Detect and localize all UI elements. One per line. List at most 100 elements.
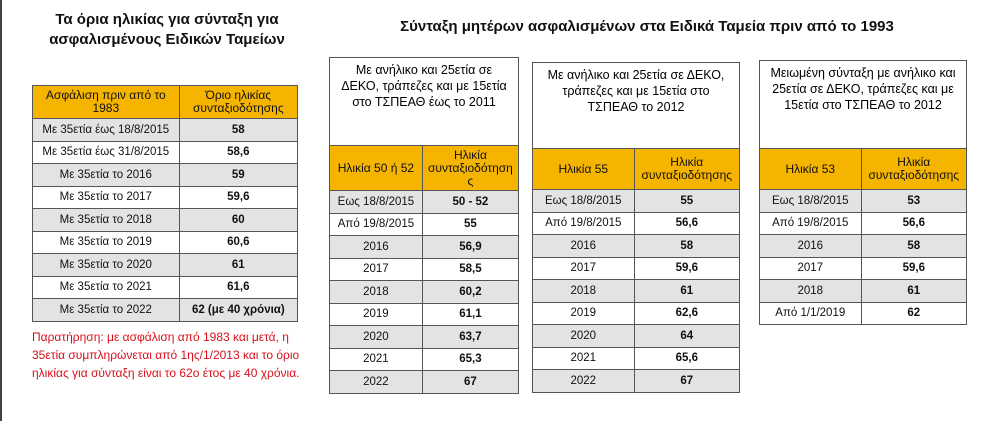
label-cell: 2016 bbox=[329, 235, 423, 259]
label-cell: 2018 bbox=[532, 279, 635, 303]
value-cell: 58 bbox=[860, 234, 968, 258]
value-cell: 56,6 bbox=[633, 211, 741, 235]
table-row: 2021 65,3 bbox=[329, 347, 520, 371]
header-row: Ηλικία 55 Ηλικία συνταξιοδότησης bbox=[532, 148, 741, 190]
header-cell: Όριο ηλικίας συνταξιοδότησης bbox=[178, 85, 299, 119]
table-row: Εως 18/8/2015 50 - 52 bbox=[329, 190, 520, 214]
value-cell: 61 bbox=[178, 253, 299, 277]
label-cell: 2020 bbox=[329, 325, 423, 349]
header-row: Ηλικία 50 ή 52 Ηλικία συνταξιοδότησης bbox=[329, 145, 520, 191]
data-table: Ηλικία 55 Ηλικία συνταξιοδότησης Εως 18/8/… bbox=[532, 148, 741, 393]
table-row: Με 35ετία το 2017 59,6 bbox=[32, 185, 299, 209]
table-row: Με 35ετία έως 18/8/2015 58 bbox=[32, 118, 299, 142]
label-cell: Εως 18/8/2015 bbox=[759, 189, 862, 213]
note: Παρατήρηση: με ασφάλιση από 1983 και μετ… bbox=[32, 330, 300, 380]
value-cell: 65,3 bbox=[421, 347, 520, 371]
value-cell: 62,6 bbox=[633, 301, 741, 325]
value-cell: 58 bbox=[633, 234, 741, 258]
label-cell: Από 1/1/2019 bbox=[759, 301, 862, 325]
value-cell: 59,6 bbox=[860, 256, 968, 280]
table-row: 2019 62,6 bbox=[532, 301, 741, 325]
label-cell: Με 35ετία το 2022 bbox=[32, 298, 180, 322]
label-cell: 2019 bbox=[329, 302, 423, 326]
value-cell: 61 bbox=[633, 279, 741, 303]
value-cell: 56,6 bbox=[860, 211, 968, 235]
table-row: Από 19/8/2015 55 bbox=[329, 212, 520, 236]
value-cell: 59,6 bbox=[178, 185, 299, 209]
label-cell: Με 35ετία έως 18/8/2015 bbox=[32, 118, 180, 142]
value-cell: 60 bbox=[178, 208, 299, 232]
value-cell: 58 bbox=[178, 118, 299, 142]
value-cell: 58,6 bbox=[178, 140, 299, 164]
label-cell: 2021 bbox=[329, 347, 423, 371]
value-cell: 58,5 bbox=[421, 257, 520, 281]
table-row: Από 19/8/2015 56,6 bbox=[759, 211, 968, 235]
label-cell: Με 35ετία το 2017 bbox=[32, 185, 180, 209]
value-cell: 59,6 bbox=[633, 256, 741, 280]
label-cell: Από 19/8/2015 bbox=[759, 211, 862, 235]
value-cell: 61,6 bbox=[178, 275, 299, 299]
table-row: Από 19/8/2015 56,6 bbox=[532, 211, 741, 235]
header-row: Ασφάλιση πριν από το 1983 Όριο ηλικίας συ… bbox=[32, 85, 299, 119]
table-row: 2016 58 bbox=[759, 234, 968, 258]
value-cell: 53 bbox=[860, 189, 968, 213]
value-cell: 62 (με 40 χρόνια) bbox=[178, 298, 299, 322]
data-table: Ηλικία 50 ή 52 Ηλικία συνταξιοδότησης Εως … bbox=[329, 145, 520, 394]
data-table: Ασφάλιση πριν από το 1983 Όριο ηλικίας συ… bbox=[32, 85, 299, 322]
value-cell: 60,6 bbox=[178, 230, 299, 254]
table-row: 2022 67 bbox=[329, 370, 520, 394]
table-row: 2018 61 bbox=[759, 279, 968, 303]
table-row: Από 1/1/2019 62 bbox=[759, 301, 968, 325]
table-row: Εως 18/8/2015 53 bbox=[759, 189, 968, 213]
table-row: 2020 63,7 bbox=[329, 325, 520, 349]
right-title: Σύνταξη μητέρων ασφαλισμένων στα Ειδικά … bbox=[400, 18, 894, 35]
value-cell: 67 bbox=[633, 369, 741, 393]
table-row: Με 35ετία έως 31/8/2015 58,6 bbox=[32, 140, 299, 164]
label-cell: 2022 bbox=[532, 369, 635, 393]
table-row: 2017 59,6 bbox=[759, 256, 968, 280]
label-cell: 2020 bbox=[532, 324, 635, 348]
table-row: Εως 18/8/2015 55 bbox=[532, 189, 741, 213]
table-row: Με 35ετία το 2021 61,6 bbox=[32, 275, 299, 299]
label-cell: Από 19/8/2015 bbox=[329, 212, 423, 236]
label-cell: Εως 18/8/2015 bbox=[532, 189, 635, 213]
right-table-wrap: Μειωμένη σύνταξη με ανήλικο και 25ετία σ… bbox=[759, 60, 968, 325]
label-cell: Με 35ετία έως 31/8/2015 bbox=[32, 140, 180, 164]
table-caption: Με ανήλικο και 25ετία σε ΔΕΚΟ, τράπεζες … bbox=[329, 57, 519, 145]
data-table: Ηλικία 53 Ηλικία συνταξιοδότησης Εως 18/8/… bbox=[759, 148, 968, 325]
right-table-wrap: Με ανήλικο και 25ετία σε ΔΕΚΟ, τράπεζες … bbox=[532, 62, 741, 393]
value-cell: 50 - 52 bbox=[421, 190, 520, 214]
header-cell: Ηλικία συνταξιοδότησης bbox=[860, 148, 968, 190]
value-cell: 67 bbox=[421, 370, 520, 394]
table-caption: Μειωμένη σύνταξη με ανήλικο και 25ετία σ… bbox=[759, 60, 967, 148]
table-row: 2019 61,1 bbox=[329, 302, 520, 326]
table-row: 2022 67 bbox=[532, 369, 741, 393]
label-cell: 2017 bbox=[329, 257, 423, 281]
value-cell: 60,2 bbox=[421, 280, 520, 304]
header-cell: Ηλικία συνταξιοδότησης bbox=[421, 145, 520, 191]
value-cell: 56,9 bbox=[421, 235, 520, 259]
header-cell: Ηλικία 55 bbox=[532, 148, 635, 190]
header-cell: Ηλικία συνταξιοδότησης bbox=[633, 148, 741, 190]
label-cell: Με 35ετία το 2016 bbox=[32, 163, 180, 187]
label-cell: 2017 bbox=[759, 256, 862, 280]
label-cell: 2021 bbox=[532, 346, 635, 370]
right-table-wrap: Με ανήλικο και 25ετία σε ΔΕΚΟ, τράπεζες … bbox=[329, 57, 520, 394]
label-cell: Με 35ετία το 2020 bbox=[32, 253, 180, 277]
table-row: 2021 65,6 bbox=[532, 346, 741, 370]
label-cell: 2022 bbox=[329, 370, 423, 394]
label-cell: 2019 bbox=[532, 301, 635, 325]
value-cell: 61,1 bbox=[421, 302, 520, 326]
table-row: Με 35ετία το 2016 59 bbox=[32, 163, 299, 187]
label-cell: 2018 bbox=[329, 280, 423, 304]
header-cell: Ηλικία 50 ή 52 bbox=[329, 145, 423, 191]
value-cell: 64 bbox=[633, 324, 741, 348]
value-cell: 63,7 bbox=[421, 325, 520, 349]
table-row: 2020 64 bbox=[532, 324, 741, 348]
value-cell: 61 bbox=[860, 279, 968, 303]
header-cell: Ηλικία 53 bbox=[759, 148, 862, 190]
table-row: Με 35ετία το 2022 62 (με 40 χρόνια) bbox=[32, 298, 299, 322]
value-cell: 55 bbox=[633, 189, 741, 213]
header-row: Ηλικία 53 Ηλικία συνταξιοδότησης bbox=[759, 148, 968, 190]
table-row: 2016 58 bbox=[532, 234, 741, 258]
